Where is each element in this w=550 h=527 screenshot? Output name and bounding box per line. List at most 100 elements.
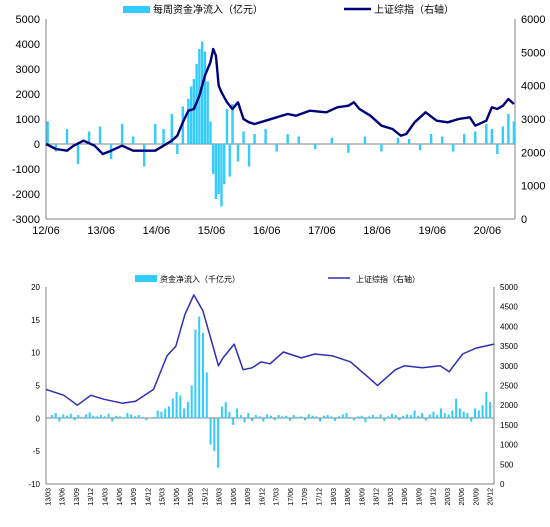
flow-bar (217, 418, 220, 468)
flow-bar (122, 417, 125, 419)
flow-bar (107, 413, 110, 419)
legend-bar-swatch (135, 275, 157, 282)
flow-bar (281, 416, 284, 419)
flow-bar (76, 144, 80, 164)
right-tick-label: 3500 (500, 342, 518, 351)
x-tick-label: 20/12 (488, 488, 495, 506)
flow-bar (243, 418, 246, 423)
flow-bar (205, 372, 208, 419)
flow-bar (451, 410, 454, 419)
flow-bar (447, 414, 450, 419)
left-tick-label: 15 (31, 316, 40, 325)
flow-bar (202, 332, 204, 419)
flow-bar (326, 415, 329, 419)
left-tick-label: -10 (28, 480, 40, 489)
flow-bar (436, 415, 439, 419)
right-tick-label: 1000 (500, 441, 518, 450)
flow-bar (186, 401, 189, 419)
flow-bar (455, 398, 458, 419)
flow-bar (175, 392, 178, 419)
flow-bar (432, 411, 435, 419)
flow-bar (413, 410, 416, 419)
x-tick-labels: 13/03 13/06 13/09 13/12 14/03 14/06 14/09 14/12… (45, 488, 494, 506)
flow-bar (228, 411, 231, 419)
flow-bar (198, 316, 201, 419)
left-tick-label: -2000 (12, 189, 40, 201)
flow-bar (223, 144, 226, 184)
x-tick-label: 15/09 (188, 488, 195, 506)
flow-bar (220, 144, 223, 207)
flow-bar (418, 144, 422, 151)
right-tick-label: 1500 (500, 421, 518, 430)
flow-bar (164, 408, 167, 419)
flow-bar (300, 416, 303, 419)
x-tick-labels: 12/06 13/06 14/06 15/06 16/06 17/06 18/06 19/06… (32, 225, 501, 237)
left-tick-label: 2000 (16, 89, 40, 101)
right-tick-label: 2000 (521, 147, 545, 159)
flow-bar (481, 405, 484, 419)
x-tick-label: 16/06 (253, 225, 281, 237)
flow-bar (443, 413, 446, 419)
flow-bar (485, 392, 488, 419)
legend-bar-label: 每周资金净流入（亿元） (153, 3, 263, 16)
flow-bar (87, 131, 91, 144)
x-tick-label: 19/06 (402, 488, 409, 506)
right-tick-label: 5000 (521, 47, 545, 59)
flow-bar (440, 408, 442, 419)
flow-bar (424, 418, 427, 421)
flow-bar (73, 418, 76, 421)
flow-bar (171, 398, 174, 419)
flow-bar (285, 415, 288, 419)
flow-bar (120, 124, 124, 144)
flow-bar (209, 418, 212, 445)
flow-bar (96, 416, 99, 419)
flow-bar (69, 413, 72, 419)
right-tick-label: 3000 (521, 114, 545, 126)
flow-bars (46, 41, 516, 207)
flow-bar (417, 415, 420, 419)
flow-bar (62, 414, 65, 419)
flow-bar (145, 418, 148, 421)
flow-bar (183, 408, 186, 419)
flow-bar (496, 144, 499, 154)
flow-bar (236, 144, 240, 162)
flow-bar (394, 415, 397, 419)
x-tick-label: 18/12 (374, 488, 381, 506)
right-tick-label: 0 (500, 480, 505, 489)
flow-bar (209, 121, 212, 144)
x-tick-label: 20/06 (474, 225, 502, 237)
x-tick-label: 13/09 (74, 488, 81, 506)
flow-bar (390, 413, 393, 419)
flow-bar (253, 134, 256, 144)
flow-bar (213, 418, 216, 452)
x-tick-label: 19/12 (431, 488, 438, 506)
x-tick-label: 19/09 (416, 488, 423, 506)
x-tick-label: 13/03 (45, 488, 52, 506)
right-tick-label: 500 (500, 460, 514, 469)
cumulative-flow-chart: 资金净流入（千亿元） 上证综指（右轴） -10 -5 0 5 10 15 20 0 500 10… (28, 274, 518, 506)
flow-bar (372, 415, 374, 419)
x-tick-label: 17/03 (274, 488, 281, 506)
left-tick-label: 3000 (16, 64, 40, 76)
flow-bar (220, 406, 223, 419)
flow-bar (228, 144, 231, 177)
flow-bar (115, 415, 118, 419)
flow-bar (170, 114, 174, 144)
flow-bar (368, 416, 371, 419)
flow-bar (46, 121, 49, 144)
legend-line-label: 上证综指（右轴） (356, 274, 420, 284)
flow-bar (154, 124, 157, 144)
flow-bar (429, 134, 433, 144)
flow-bar (379, 414, 382, 419)
x-tick-label: 19/03 (388, 488, 395, 506)
x-tick-label: 15/03 (160, 488, 167, 506)
flow-bar (364, 418, 367, 423)
x-tick-label: 14/12 (145, 488, 152, 506)
right-tick-labels: 0 500 1000 1500 2000 2500 3000 3500 4000 4500 5000 (500, 283, 518, 489)
flow-bar (190, 385, 193, 419)
flow-bar (65, 129, 69, 144)
flow-bar (477, 410, 480, 419)
flow-bar (254, 415, 257, 419)
flow-bar (103, 416, 106, 419)
flow-bar (314, 144, 317, 149)
